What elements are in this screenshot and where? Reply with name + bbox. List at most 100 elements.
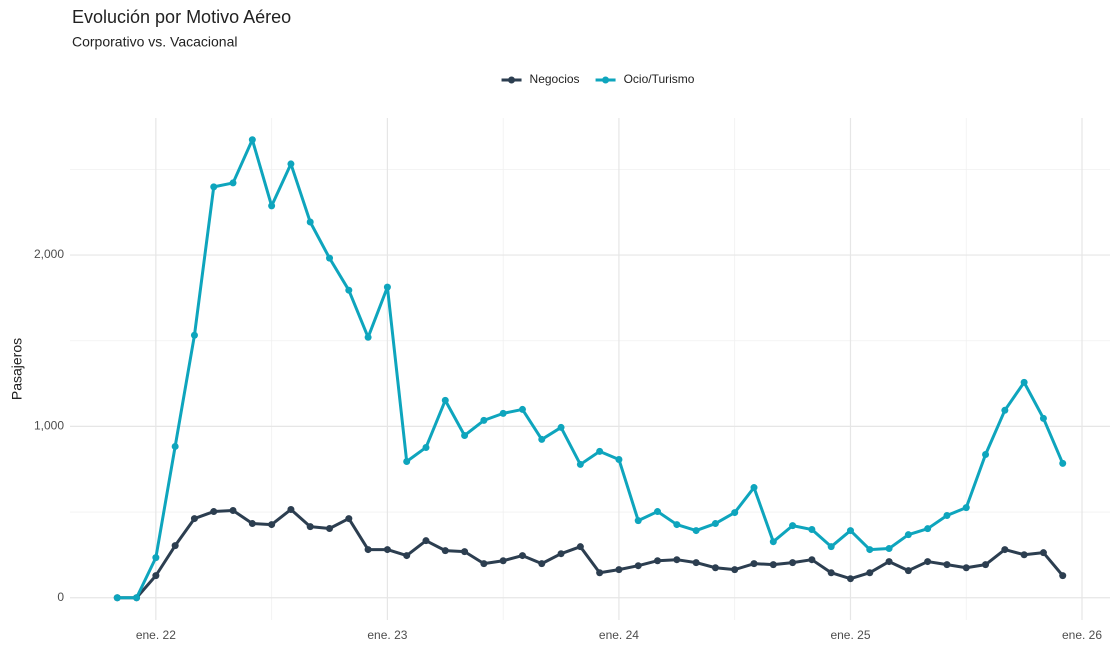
legend-label: Ocio/Turismo xyxy=(624,72,695,86)
data-point xyxy=(924,558,932,566)
series-line xyxy=(117,507,1064,600)
data-point xyxy=(441,547,449,555)
legend-item: Ocio/Turismo xyxy=(595,72,695,86)
data-point xyxy=(152,554,160,562)
data-point xyxy=(827,569,835,577)
x-tick-label: ene. 25 xyxy=(830,628,870,642)
x-tick-label: ene. 24 xyxy=(599,628,639,642)
data-point xyxy=(345,286,353,294)
data-point xyxy=(750,560,758,568)
data-point xyxy=(596,447,604,455)
data-point xyxy=(1001,546,1009,554)
data-point xyxy=(268,521,276,529)
data-point xyxy=(248,520,256,528)
data-point xyxy=(190,515,198,523)
data-point xyxy=(846,575,854,583)
data-point xyxy=(615,455,623,463)
legend-item: Negocios xyxy=(501,72,580,86)
data-point xyxy=(248,136,256,144)
data-point xyxy=(789,559,797,567)
data-point xyxy=(306,218,314,226)
data-point xyxy=(171,442,179,450)
data-point xyxy=(152,572,160,580)
data-point xyxy=(557,550,565,558)
data-point xyxy=(287,160,295,168)
data-point xyxy=(422,443,430,451)
data-point xyxy=(962,564,970,572)
data-point xyxy=(692,527,700,535)
data-point xyxy=(982,561,990,569)
data-point xyxy=(769,538,777,546)
data-point xyxy=(499,557,507,565)
data-point xyxy=(133,594,141,602)
data-point xyxy=(171,542,179,550)
data-point xyxy=(982,450,990,458)
data-point xyxy=(731,509,739,517)
data-point xyxy=(383,546,391,554)
data-point xyxy=(210,508,218,516)
data-point xyxy=(750,484,758,492)
data-point xyxy=(769,561,777,569)
data-point xyxy=(654,557,662,565)
data-point xyxy=(345,515,353,523)
data-point xyxy=(1039,414,1047,422)
data-point xyxy=(190,331,198,339)
data-point xyxy=(827,543,835,551)
data-point xyxy=(731,566,739,574)
data-point xyxy=(1059,572,1067,580)
data-point xyxy=(904,531,912,539)
legend-label: Negocios xyxy=(530,72,580,86)
data-point xyxy=(904,567,912,575)
data-point xyxy=(673,521,681,529)
y-tick-label: 1,000 xyxy=(34,419,64,433)
data-point xyxy=(943,561,951,569)
legend: Negocios Ocio/Turismo xyxy=(501,72,695,86)
legend-dot xyxy=(602,76,610,84)
data-point xyxy=(866,546,874,554)
chart-subtitle: Corporativo vs. Vacacional xyxy=(72,34,237,50)
series-line xyxy=(117,138,1065,600)
data-point xyxy=(576,543,584,551)
data-point xyxy=(808,526,816,534)
data-point xyxy=(210,183,218,191)
data-point xyxy=(962,504,970,512)
data-point xyxy=(924,525,932,533)
data-point xyxy=(1020,378,1028,386)
data-point xyxy=(403,552,411,560)
data-point xyxy=(461,548,469,556)
data-point xyxy=(1020,551,1028,559)
y-tick-label: 0 xyxy=(57,590,64,604)
x-tick-label: ene. 26 xyxy=(1062,628,1102,642)
data-point xyxy=(1001,406,1009,414)
data-point xyxy=(654,508,662,516)
data-point xyxy=(422,537,430,545)
data-point xyxy=(383,283,391,291)
y-tick-label: 2,000 xyxy=(34,247,64,261)
data-point xyxy=(808,556,816,564)
x-tick-label: ene. 23 xyxy=(367,628,407,642)
chart-title: Evolución por Motivo Aéreo xyxy=(72,7,291,27)
data-point xyxy=(499,409,507,417)
data-point xyxy=(538,435,546,443)
data-point xyxy=(364,546,372,554)
data-point xyxy=(229,179,237,187)
data-point xyxy=(1059,459,1067,467)
data-point xyxy=(866,569,874,577)
data-point xyxy=(789,522,797,530)
data-point xyxy=(557,423,565,431)
data-point xyxy=(615,566,623,574)
data-point xyxy=(480,416,488,424)
data-point xyxy=(634,562,642,570)
data-point xyxy=(692,559,700,567)
data-point xyxy=(287,505,295,513)
data-point xyxy=(518,552,526,560)
data-point xyxy=(711,564,719,572)
data-point xyxy=(943,511,951,519)
data-point xyxy=(268,202,276,210)
data-point xyxy=(326,525,334,533)
data-point xyxy=(885,558,893,566)
data-point xyxy=(885,545,893,553)
y-axis-label: Pasajeros xyxy=(9,338,25,400)
data-point xyxy=(596,569,604,577)
data-point xyxy=(403,458,411,466)
